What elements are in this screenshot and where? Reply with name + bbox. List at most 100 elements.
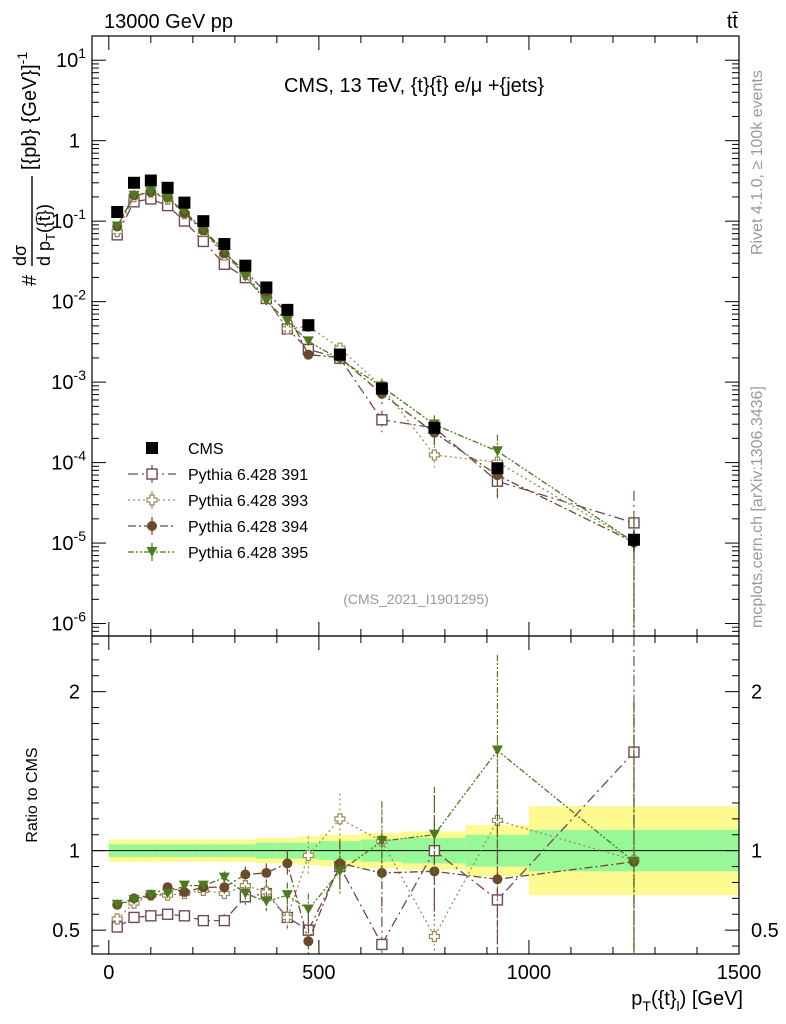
main-series-marker [302, 336, 314, 347]
ratio-series-marker [303, 936, 314, 947]
ratio-series-marker [161, 908, 174, 920]
legend-data-label: CMS [188, 441, 224, 458]
ratio-series-marker [219, 882, 230, 893]
ratio-series-marker [428, 829, 440, 840]
main-y-tick-label: 10-4 [51, 448, 86, 475]
legend-series-marker [146, 547, 158, 557]
data-point [281, 303, 294, 316]
data-point [491, 462, 504, 475]
ratio-series-line [116, 861, 635, 944]
ratio-series-marker [281, 890, 293, 901]
data-point [333, 348, 346, 361]
ratio-series-marker [376, 836, 388, 847]
main-series-marker [111, 221, 123, 232]
chart-title: CMS, 13 TeV, {t}{t̄} e/μ +{jets} [284, 75, 544, 97]
main-series-marker [491, 446, 503, 457]
data-point [428, 421, 441, 434]
main-series-marker [428, 449, 441, 461]
rivet-version-label: Rivet 4.1.0, ≥ 100k events [749, 70, 766, 255]
x-axis-label-text: pT({t}l) [GeV] [631, 988, 743, 1014]
legend-series-marker [147, 521, 157, 531]
data-point [144, 174, 157, 187]
x-tick-label: 1000 [507, 962, 552, 984]
ratio-frame [91, 635, 740, 955]
ratio-series-marker [128, 894, 140, 905]
ratio-series-marker [179, 886, 190, 897]
main-panel: 101 1 10-1 10-2 10-3 10-4 10-5 10-6 CMS, 13 TeV… [10, 35, 740, 637]
main-series-marker [128, 190, 140, 201]
legend-series-label: Pythia 6.428 395 [188, 545, 308, 562]
main-series-line [116, 191, 635, 543]
x-tick-label: 0 [103, 962, 114, 984]
ratio-series-marker [491, 745, 503, 756]
ratio-series-marker [178, 880, 190, 891]
ratio-series-marker [218, 872, 230, 883]
ratio-series-line [117, 749, 635, 911]
ratio-series-marker [282, 858, 293, 869]
x-tick-label: 500 [302, 962, 335, 984]
ratio-series-line [116, 818, 635, 938]
ratio-y-tick-label-left: 0.5 [52, 920, 80, 942]
ratio-y-axis-label: Ratio to CMS [24, 747, 41, 842]
ratio-series-marker [240, 869, 251, 880]
ratio-panel: 0.5 0.5 1 1 2 2 Ratio to CMS [24, 635, 779, 955]
main-y-tick-label: 10-3 [51, 367, 86, 394]
data-point [239, 259, 252, 272]
main-series-line [116, 191, 635, 543]
legend-series-label: Pythia 6.428 391 [188, 467, 308, 484]
header-right-title: tt̄ [727, 11, 739, 33]
header-left-title: 13000 GeV pp [104, 11, 233, 33]
ratio-y-tick-label-left: 1 [69, 841, 80, 863]
data-point [111, 206, 124, 219]
y-label-unit: [{pb} {GeV}]-1 [14, 52, 41, 170]
ratio-series-marker [334, 866, 346, 877]
main-series-marker [281, 323, 293, 335]
main-y-tick-label: 1 [69, 131, 80, 153]
main-y-tick-label: 101 [56, 45, 86, 72]
main-y-tick-label: 10-1 [51, 206, 86, 233]
legend-series-label: Pythia 6.428 393 [188, 493, 308, 510]
data-point [161, 181, 174, 194]
main-series-marker [162, 193, 174, 204]
ratio-series-marker [239, 888, 251, 899]
main-series-marker [281, 316, 293, 327]
ratio-series-marker [178, 910, 191, 922]
data-point [375, 382, 388, 395]
main-series-line [116, 198, 635, 524]
data-point [128, 176, 141, 189]
main-series-marker [376, 414, 388, 426]
ratio-series-marker [111, 899, 123, 910]
legend: CMS Pythia 6.428 391 Pythia 6.428 393 Pythi… [128, 441, 308, 562]
ratio-y-tick-label-right: 2 [751, 682, 762, 704]
ratio-series-marker [334, 858, 345, 869]
data-point [197, 215, 210, 228]
ratio-series-marker [162, 888, 174, 899]
main-y-label-group: # dσ d pT({t̄}) [{pb} {GeV}]-1 [10, 52, 58, 286]
ratio-series-marker [197, 914, 210, 927]
main-series-marker [303, 349, 314, 360]
ratio-series-marker [145, 890, 157, 901]
ratio-series-marker [334, 813, 346, 825]
main-y-tick-label: 10-5 [51, 528, 86, 555]
main-series-marker [218, 258, 231, 270]
ratio-series-marker [218, 914, 231, 927]
y-label-hash: # [19, 274, 41, 286]
main-series-marker [145, 187, 157, 198]
main-y-tick-label: 10-6 [51, 609, 86, 636]
mcplots-label: mcplots.cern.ch [arXiv:1306.3436] [749, 386, 766, 628]
legend-series-label: Pythia 6.428 394 [188, 519, 308, 536]
ratio-y-tick-label-left: 2 [69, 682, 80, 704]
ratio-series-marker [261, 867, 272, 878]
ratio-series-marker [128, 911, 140, 924]
data-point [260, 281, 273, 294]
y-label-numerator: dσ [10, 245, 30, 266]
main-series-marker [239, 271, 251, 282]
data-point [302, 319, 315, 332]
ratio-series-marker [111, 913, 123, 925]
legend-data-marker [146, 442, 158, 454]
legend-series-marker [146, 468, 158, 480]
legend-series-marker [146, 494, 158, 506]
ratio-series-marker [260, 896, 272, 907]
ratio-series-marker [492, 874, 503, 885]
main-y-axis-label: # dσ d pT({t̄}) [{pb} {GeV}]-1 [10, 52, 58, 286]
